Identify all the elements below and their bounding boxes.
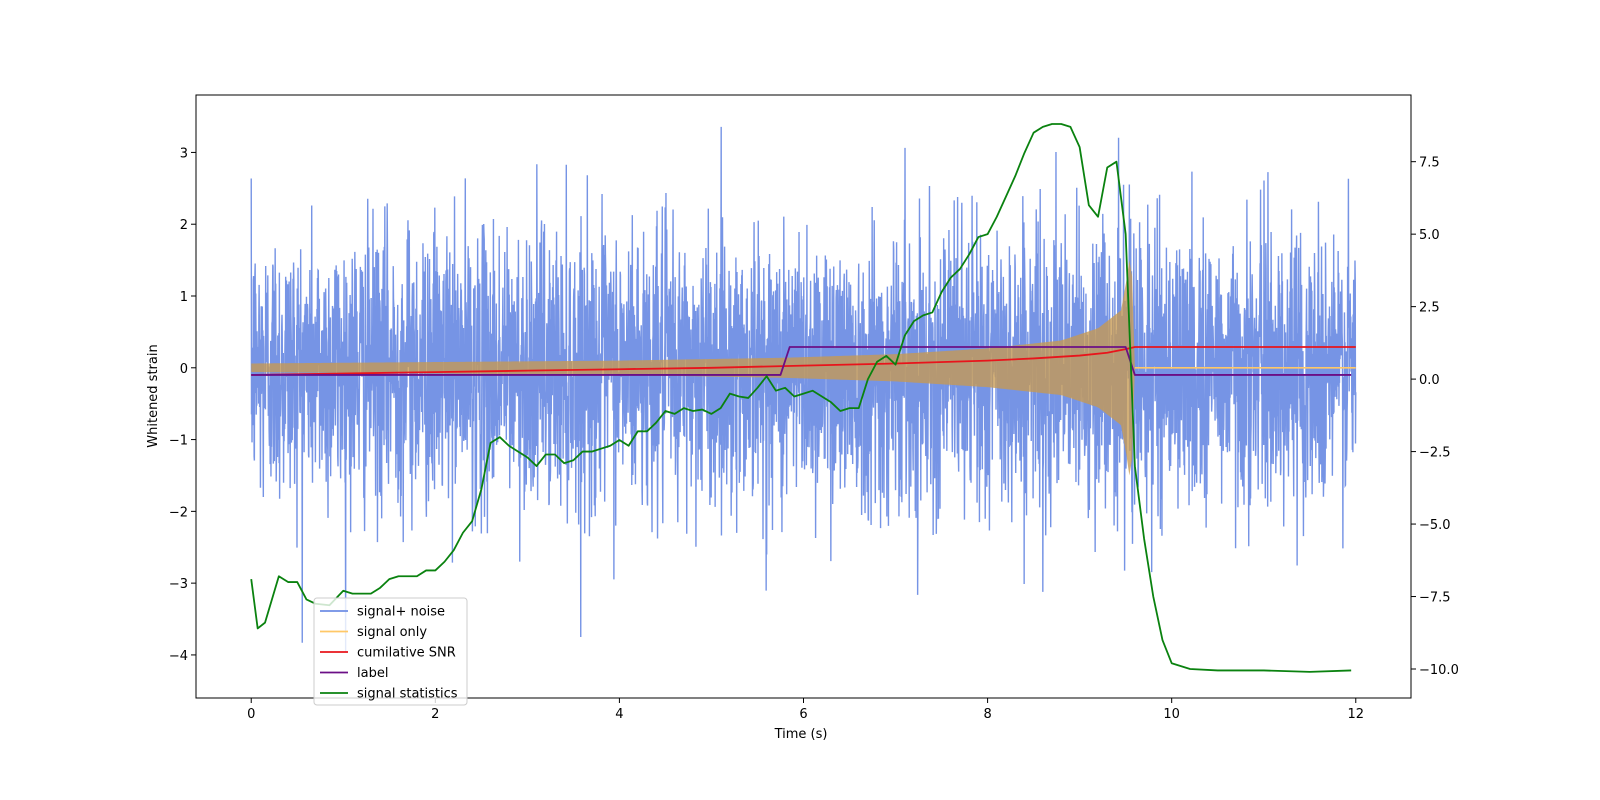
y-tick-label: 0 xyxy=(180,362,188,377)
y-tick-label: −1 xyxy=(169,434,188,449)
legend: signal+ noise signal only cumilative SNR la… xyxy=(313,597,468,706)
y-tick-label: −2 xyxy=(169,505,188,520)
x-tick-label: 0 xyxy=(247,707,255,722)
x-axis-label: Time (s) xyxy=(774,727,828,742)
series-signal-noise xyxy=(250,126,1357,652)
legend-entry-label: signal only xyxy=(357,625,427,640)
series-signal-statistics xyxy=(250,123,1352,673)
x-tick-label: 4 xyxy=(615,707,623,722)
y-right-tick-label: 0.0 xyxy=(1419,373,1440,388)
series-signal-only xyxy=(251,260,1356,476)
y-right-tick-label: 5.0 xyxy=(1419,228,1440,243)
legend-box xyxy=(313,597,468,706)
y-tick-label: 3 xyxy=(180,146,188,161)
y-right-tick-label: −7.5 xyxy=(1419,591,1451,606)
y-right-tick-label: −2.5 xyxy=(1419,446,1451,461)
series-label xyxy=(251,346,1352,376)
y-axis-right: 7.5 5.0 2.5 0.0 −2.5 −5.0 −7.5 −10.0 xyxy=(1411,156,1459,678)
x-axis: 0 2 4 6 8 10 12 xyxy=(247,698,1364,722)
y-right-tick-label: −5.0 xyxy=(1419,518,1451,533)
legend-entry-label: cumilative SNR xyxy=(357,646,456,661)
y-axis-left: 3 2 1 0 −1 −2 −3 −4 xyxy=(169,146,196,664)
y-right-tick-label: −10.0 xyxy=(1419,663,1459,678)
legend-entry-label: signal statistics xyxy=(357,687,458,702)
x-tick-label: 2 xyxy=(431,707,439,722)
y-tick-label: 1 xyxy=(180,290,188,305)
y-tick-label: −3 xyxy=(169,577,188,592)
legend-entry-label: label xyxy=(357,666,388,681)
y-tick-label: −4 xyxy=(169,649,188,664)
x-tick-label: 6 xyxy=(799,707,807,722)
series-layer xyxy=(250,123,1357,673)
x-tick-label: 8 xyxy=(983,707,991,722)
y-right-tick-label: 2.5 xyxy=(1419,301,1440,316)
y-right-tick-label: 7.5 xyxy=(1419,156,1440,171)
legend-entry-label: signal+ noise xyxy=(357,605,445,620)
x-tick-label: 12 xyxy=(1347,707,1364,722)
x-tick-label: 10 xyxy=(1163,707,1180,722)
y-axis-label: Whitened strain xyxy=(146,344,161,447)
y-tick-label: 2 xyxy=(180,218,188,233)
